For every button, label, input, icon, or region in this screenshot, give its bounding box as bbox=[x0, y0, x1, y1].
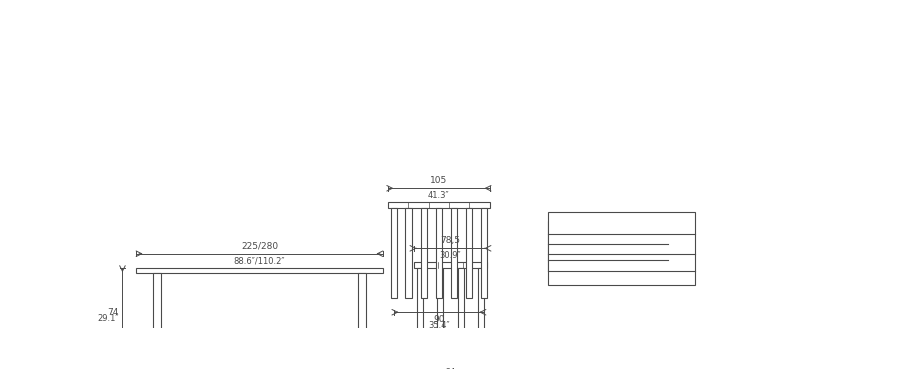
Bar bbox=[451, 207, 457, 299]
Bar bbox=[392, 207, 397, 299]
Bar bbox=[466, 207, 472, 299]
Bar bbox=[413, 262, 488, 268]
Bar bbox=[420, 207, 427, 299]
Text: 90: 90 bbox=[433, 315, 445, 324]
Bar bbox=[136, 268, 382, 273]
Bar bbox=[548, 212, 695, 285]
Bar bbox=[458, 268, 464, 351]
Text: 74: 74 bbox=[107, 308, 119, 317]
Text: 41.3″: 41.3″ bbox=[428, 190, 450, 200]
Text: 225/280: 225/280 bbox=[241, 242, 278, 251]
Bar bbox=[478, 268, 484, 351]
Text: 78,5: 78,5 bbox=[440, 236, 461, 245]
Bar bbox=[548, 221, 668, 272]
Bar bbox=[417, 268, 423, 351]
Bar bbox=[357, 273, 366, 362]
Bar bbox=[405, 207, 411, 299]
Bar bbox=[436, 207, 442, 299]
Bar bbox=[437, 268, 443, 351]
Text: 35.4″: 35.4″ bbox=[428, 321, 450, 331]
Text: 64: 64 bbox=[445, 368, 456, 369]
Text: 29.1″: 29.1″ bbox=[97, 314, 119, 323]
Text: 30.9″: 30.9″ bbox=[440, 251, 462, 260]
Bar bbox=[388, 202, 490, 207]
Bar bbox=[153, 273, 161, 362]
Bar bbox=[481, 207, 487, 299]
Text: 88.6″/110.2″: 88.6″/110.2″ bbox=[234, 256, 285, 265]
Text: 105: 105 bbox=[430, 176, 447, 185]
